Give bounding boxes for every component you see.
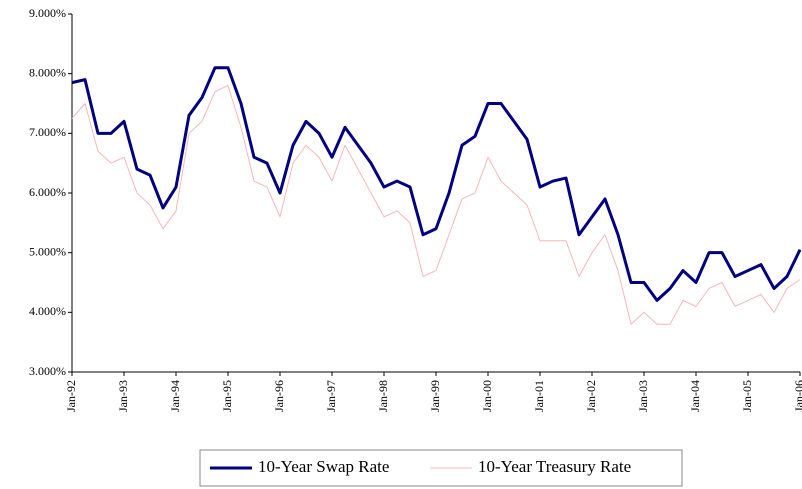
- y-tick-label: 6.000%: [29, 185, 66, 199]
- y-tick-label: 3.000%: [29, 364, 66, 378]
- x-tick-label: Jan-01: [532, 380, 546, 412]
- x-tick-label: Jan-98: [376, 380, 390, 412]
- x-tick-label: Jan-03: [636, 380, 650, 412]
- x-tick-label: Jan-06: [792, 380, 802, 412]
- x-tick-label: Jan-96: [272, 380, 286, 412]
- y-tick-label: 9.000%: [29, 6, 66, 20]
- y-tick-label: 8.000%: [29, 65, 66, 79]
- x-tick-label: Jan-94: [168, 380, 182, 412]
- x-tick-label: Jan-99: [428, 380, 442, 412]
- x-tick-label: Jan-95: [220, 380, 234, 412]
- series-line: [71, 66, 802, 302]
- x-tick-label: Jan-92: [64, 380, 78, 412]
- y-tick-label: 7.000%: [29, 125, 66, 139]
- x-tick-label: Jan-00: [480, 380, 494, 412]
- y-tick-label: 4.000%: [29, 304, 66, 318]
- x-tick-label: Jan-93: [116, 380, 130, 412]
- x-tick-label: Jan-05: [740, 380, 754, 412]
- x-tick-label: Jan-02: [584, 380, 598, 412]
- x-tick-label: Jan-04: [688, 380, 702, 412]
- legend-label: 10-Year Swap Rate: [258, 457, 389, 476]
- x-tick-label: Jan-97: [324, 380, 338, 412]
- series-line: [71, 85, 801, 325]
- y-tick-label: 5.000%: [29, 244, 66, 258]
- legend-label: 10-Year Treasury Rate: [478, 457, 631, 476]
